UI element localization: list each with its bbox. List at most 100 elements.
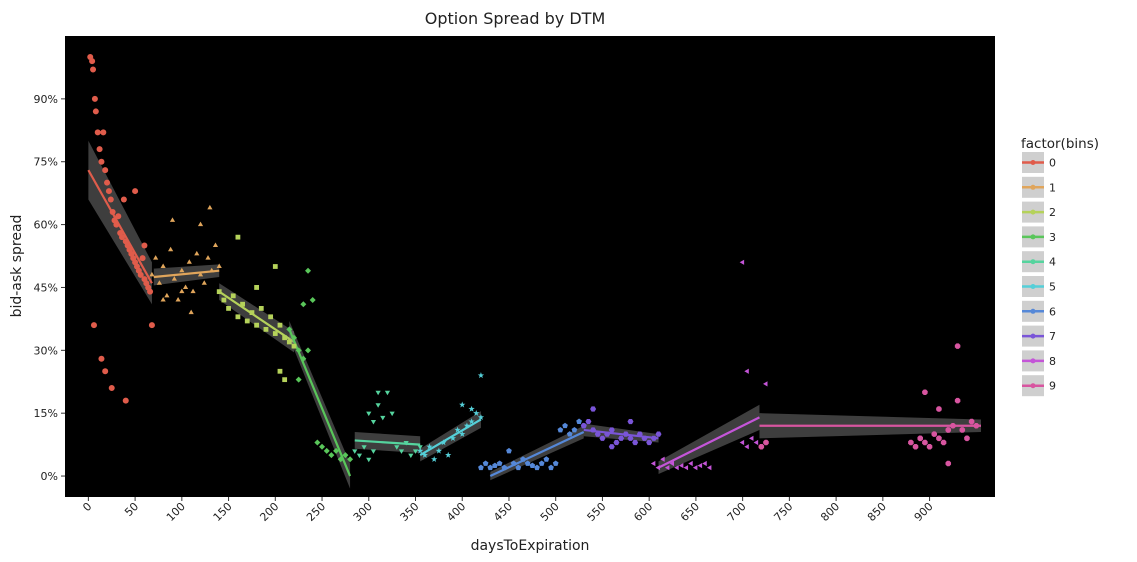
legend-key-marker: [1030, 209, 1036, 215]
data-point: [235, 314, 241, 320]
data-point: [169, 217, 176, 222]
data-point: [132, 188, 139, 195]
data-point: [968, 418, 975, 425]
data-point: [739, 439, 745, 446]
data-point: [613, 439, 620, 446]
data-points: [87, 53, 980, 471]
data-point: [105, 188, 112, 195]
data-point: [426, 443, 433, 450]
data-point: [557, 426, 564, 433]
data-point: [277, 368, 283, 374]
data-point: [295, 347, 302, 354]
data-point: [309, 297, 316, 304]
fit-line: [153, 269, 220, 279]
data-point: [290, 334, 297, 341]
data-point: [477, 414, 485, 421]
data-point: [655, 465, 661, 471]
data-point: [492, 462, 498, 468]
data-point: [627, 418, 634, 425]
data-point: [646, 439, 653, 446]
x-tick-label: 900: [912, 500, 936, 524]
legend-label: 3: [1049, 231, 1056, 244]
data-point: [160, 297, 166, 302]
data-point: [674, 465, 679, 471]
data-point: [973, 422, 980, 429]
data-point: [201, 280, 207, 285]
data-point: [319, 443, 326, 450]
legend-key-marker: [1030, 284, 1036, 289]
data-point: [244, 318, 250, 324]
data-point: [510, 460, 517, 466]
fit-line: [419, 418, 482, 457]
data-point: [102, 368, 109, 375]
data-point: [463, 422, 471, 429]
data-point: [562, 422, 568, 429]
data-point: [440, 439, 447, 446]
data-point: [604, 431, 611, 437]
data-point: [305, 267, 312, 274]
legend-key-marker: [1030, 184, 1036, 190]
data-point: [207, 204, 213, 210]
x-axis-title: daysToExpiration: [471, 538, 590, 554]
data-point: [272, 264, 278, 269]
y-tick-label: 75%: [34, 156, 58, 169]
x-tick-label: 800: [818, 500, 842, 524]
data-point: [175, 297, 181, 302]
data-point: [412, 449, 419, 454]
data-point: [702, 460, 707, 467]
data-point: [669, 460, 675, 467]
data-point: [548, 464, 554, 471]
data-point: [590, 406, 597, 412]
data-point: [959, 427, 966, 433]
data-point: [164, 292, 170, 298]
data-point: [156, 280, 162, 285]
data-point: [282, 377, 288, 383]
data-point: [571, 426, 578, 433]
data-point: [538, 460, 545, 466]
data-point: [205, 255, 211, 260]
data-point: [650, 435, 657, 441]
data-point: [431, 455, 438, 462]
data-point: [115, 213, 122, 220]
data-point: [188, 309, 194, 315]
data-point: [352, 449, 358, 454]
y-tick-label: 0%: [41, 470, 58, 483]
data-point: [141, 242, 148, 249]
data-point: [931, 431, 938, 437]
legend-key-marker: [1030, 308, 1036, 314]
data-point: [366, 457, 372, 463]
data-point: [417, 447, 424, 454]
data-point: [337, 456, 344, 463]
data-point: [221, 297, 227, 303]
y-tick-label: 45%: [34, 281, 58, 294]
data-point: [421, 451, 428, 458]
data-point: [356, 453, 363, 459]
data-point: [622, 431, 629, 437]
legend-label: 1: [1049, 181, 1056, 194]
data-point: [333, 447, 340, 454]
data-point: [272, 331, 278, 336]
data-point: [282, 335, 288, 341]
data-point: [417, 445, 423, 450]
y-tick-label: 90%: [34, 93, 58, 106]
data-point: [664, 465, 670, 471]
data-point: [585, 418, 592, 425]
data-point: [361, 445, 367, 450]
x-tick-label: 150: [211, 500, 235, 524]
data-point: [926, 443, 933, 450]
data-point: [314, 439, 321, 446]
data-point: [618, 435, 625, 441]
data-point: [940, 439, 947, 446]
fit-line: [218, 290, 295, 343]
data-point: [936, 406, 942, 412]
legend-label: 4: [1049, 256, 1056, 269]
data-point: [922, 439, 928, 446]
data-point: [445, 451, 452, 458]
data-point: [380, 415, 386, 421]
data-point: [524, 460, 531, 466]
data-point: [92, 108, 99, 115]
data-point: [403, 441, 409, 446]
data-point: [113, 221, 120, 228]
data-point: [496, 460, 503, 466]
data-point: [286, 339, 292, 345]
